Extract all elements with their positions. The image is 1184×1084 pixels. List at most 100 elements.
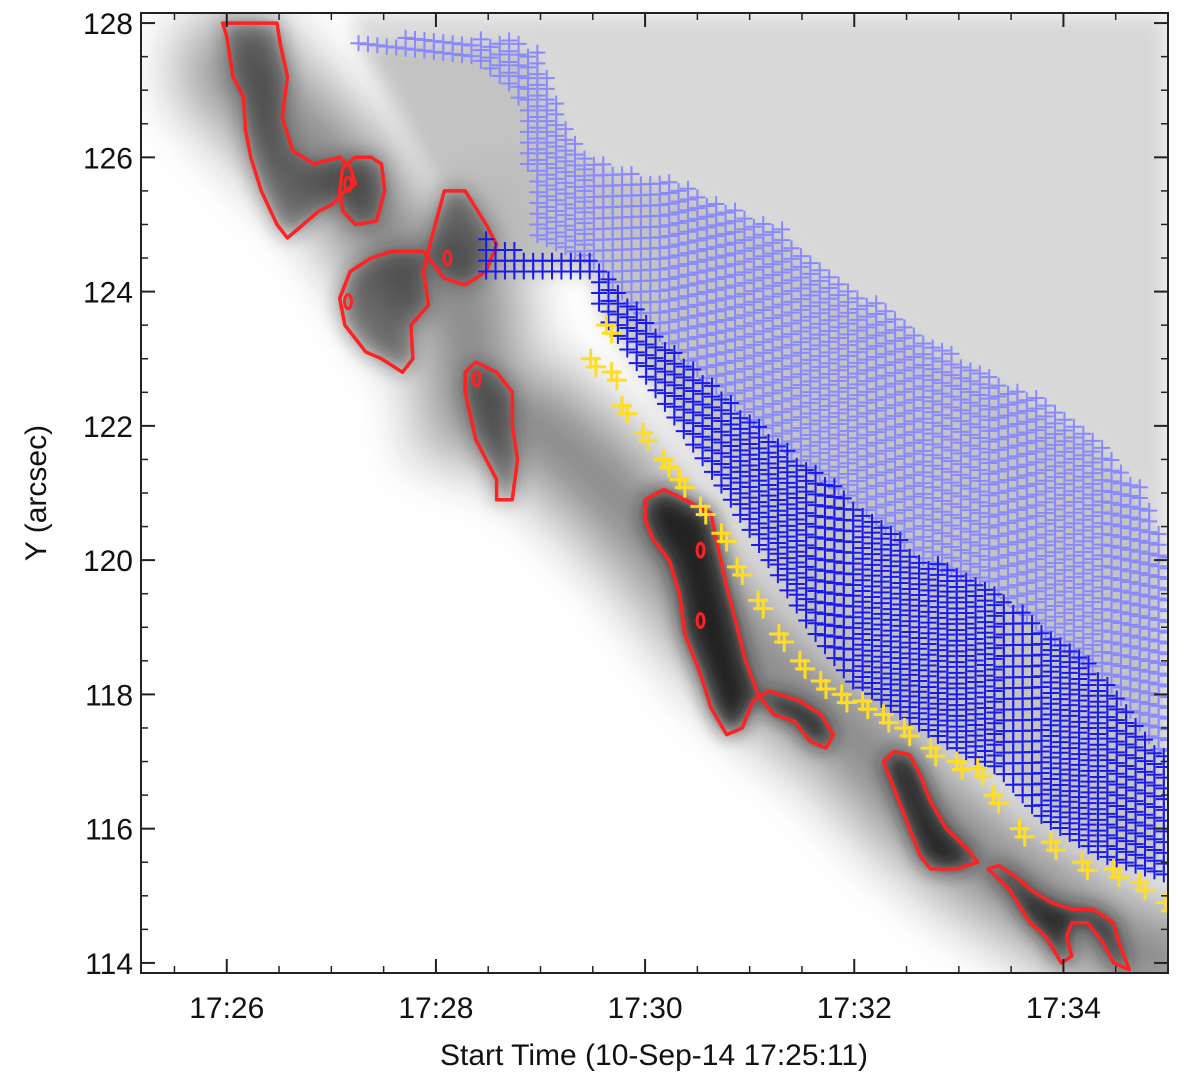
x-tick-label: 17:28 — [398, 992, 473, 1025]
dark-blue-marker — [967, 577, 984, 594]
light-blue-marker — [557, 121, 574, 138]
x-tick-label: 17:32 — [817, 992, 892, 1025]
dark-blue-marker — [675, 358, 692, 375]
light-blue-marker — [1103, 451, 1120, 468]
dark-blue-marker — [722, 395, 739, 412]
dark-blue-marker — [1108, 690, 1125, 707]
red-contour-peak — [442, 249, 453, 267]
dark-blue-marker — [901, 548, 918, 565]
yellow-marker — [816, 679, 837, 700]
red-contours — [220, 21, 1132, 972]
dark-kernel — [222, 23, 356, 238]
light-blue-marker — [567, 135, 584, 152]
light-blue-marker — [482, 38, 499, 55]
x-tick-label: 17:34 — [1026, 992, 1101, 1025]
light-blue-marker — [529, 44, 546, 61]
light-blue-marker — [1160, 560, 1168, 577]
light-blue-marker — [1160, 742, 1168, 759]
dark-blue-marker — [779, 442, 796, 459]
dark-blue-marker — [1071, 649, 1088, 666]
yellow-marker — [1014, 826, 1035, 847]
dark-blue-marker — [1118, 704, 1135, 721]
dark-blue-marker — [995, 594, 1012, 611]
light-blue-marker — [849, 290, 866, 307]
dark-blue-marker — [939, 562, 956, 579]
light-blue-marker — [802, 255, 819, 272]
yellow-marker — [899, 726, 920, 747]
light-blue-marker — [896, 319, 913, 336]
dark-blue-marker — [958, 572, 975, 589]
red-contour — [220, 21, 358, 240]
yellow-marker — [753, 598, 774, 619]
light-blue-marker — [717, 204, 734, 221]
light-blue-marker — [397, 29, 414, 46]
light-blue-marker — [924, 339, 941, 356]
dark-blue-markers — [478, 231, 1168, 883]
dark-blue-marker — [911, 554, 928, 571]
light-blue-marker — [1065, 418, 1082, 435]
light-blue-marker — [811, 262, 828, 279]
dark-blue-marker — [769, 438, 786, 455]
x-axis-title: Start Time (10-Sep-14 17:25:11) — [440, 1039, 868, 1072]
dark-kernel — [339, 190, 497, 373]
red-contour-peak — [695, 612, 706, 630]
dark-blue-marker — [1127, 717, 1144, 734]
red-contour-peak — [343, 175, 354, 193]
dark-blue-marker — [1089, 672, 1106, 689]
light-blue-marker — [736, 210, 753, 227]
light-blue-marker — [839, 283, 856, 300]
dark-blue-marker — [704, 377, 721, 394]
dark-blue-marker — [826, 478, 843, 495]
dark-blue-marker — [760, 433, 777, 450]
light-blue-marker — [1150, 526, 1167, 543]
y-tick-label: 122 — [83, 411, 133, 444]
light-blue-marker — [830, 276, 847, 293]
red-contour — [463, 360, 520, 502]
light-blue-marker — [1141, 502, 1158, 519]
light-blue-marker — [576, 150, 593, 167]
light-blue-marker — [416, 32, 433, 49]
dark-blue-marker — [656, 342, 673, 359]
dark-blue-marker — [1080, 655, 1097, 672]
light-blue-marker — [1160, 624, 1168, 641]
light-blue-marker — [1094, 439, 1111, 456]
light-blue-marker — [962, 362, 979, 379]
light-blue-marker — [1084, 432, 1101, 449]
light-blue-marker — [727, 202, 744, 219]
light-blue-marker — [1160, 635, 1168, 652]
red-contour — [643, 487, 836, 750]
dark-blue-marker — [1042, 631, 1059, 648]
plus-marker-layers — [350, 29, 1168, 913]
x-tick-label: 17:30 — [608, 992, 683, 1025]
dark-blue-marker — [713, 391, 730, 408]
light-blue-marker — [783, 240, 800, 257]
yellow-marker — [1046, 840, 1067, 861]
yellow-marker — [795, 658, 816, 679]
dark-blue-marker — [628, 301, 645, 318]
dark-blue-marker — [873, 519, 890, 536]
y-tick-label: 116 — [85, 814, 133, 847]
light-blue-marker — [1160, 592, 1168, 609]
light-blue-marker — [679, 180, 696, 197]
light-blue-marker — [1160, 678, 1168, 695]
yellow-marker — [1077, 860, 1098, 881]
light-blue-marker — [952, 359, 969, 376]
y-axis-title: Y (arcsec) — [20, 425, 53, 561]
light-blue-marker — [1131, 479, 1148, 496]
light-blue-marker — [999, 386, 1016, 403]
dark-kernel — [883, 751, 978, 869]
dark-blue-marker — [1024, 615, 1041, 632]
light-blue-marker — [915, 335, 932, 352]
light-blue-marker — [444, 35, 461, 52]
yellow-marker — [585, 356, 606, 377]
light-blue-marker — [1160, 721, 1168, 738]
red-contour — [337, 155, 387, 227]
light-blue-marker — [1009, 383, 1026, 400]
light-blue-marker — [858, 297, 875, 314]
light-blue-marker — [1056, 411, 1073, 428]
light-blue-marker — [651, 175, 668, 192]
dark-blue-marker — [666, 345, 683, 362]
upper-gray-band — [350, 13, 1168, 554]
light-blue-marker — [519, 48, 536, 65]
